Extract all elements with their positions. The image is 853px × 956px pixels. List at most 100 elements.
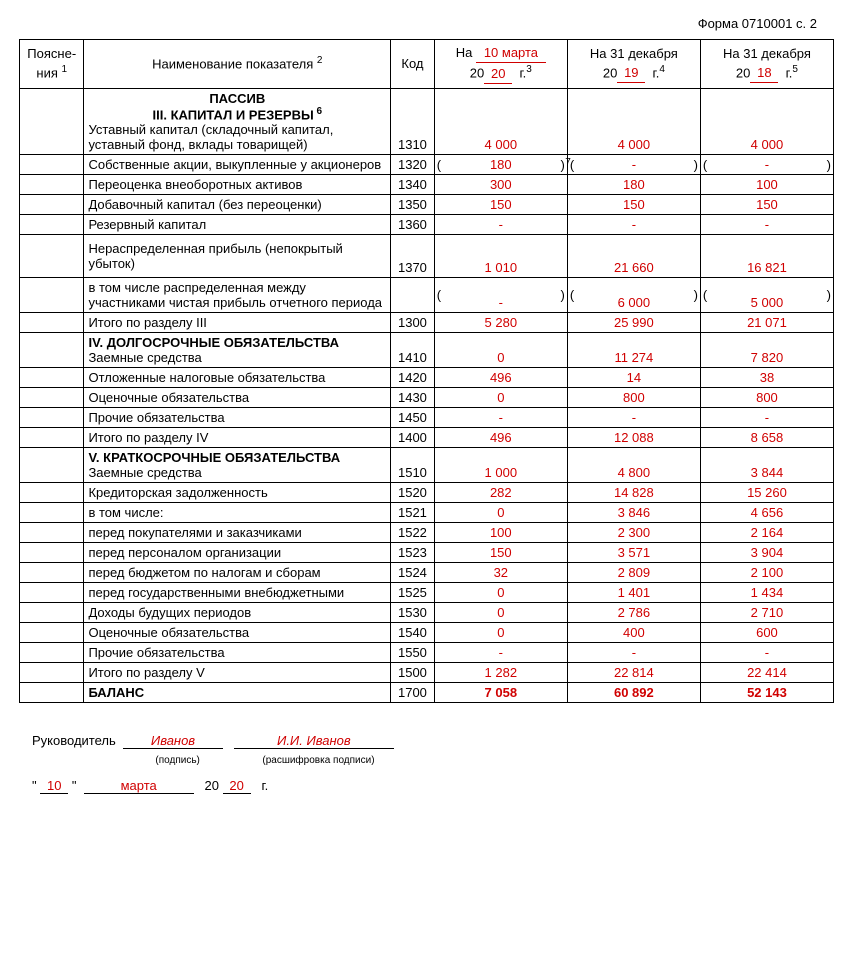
name-cell: в том числе распределенная между участни… [84,278,391,313]
name-cell: ПАССИВIII. КАПИТАЛ И РЕЗЕРВЫ 6Уставный к… [84,89,391,155]
signature-fullsub: (расшифровка подписи) [238,755,398,766]
value-cell: 38 [700,368,833,388]
code-cell: 1550 [391,643,435,663]
expl-cell [20,448,84,483]
code-cell: 1522 [391,523,435,543]
expl-cell [20,215,84,235]
value-cell: 25 990 [567,313,700,333]
value-cell: - [567,215,700,235]
value-cell: - [567,643,700,663]
code-cell: 1700 [391,683,435,703]
value-cell: 100 [434,523,567,543]
code-cell [391,278,435,313]
name-cell: БАЛАНС [84,683,391,703]
table-row: Итого по разделу IV140049612 0888 658 [20,428,834,448]
name-cell: Переоценка внеоборотных активов [84,175,391,195]
value-cell: 180 [567,175,700,195]
hdr-col3: На 31 декабря 2018 г.5 [700,40,833,89]
value-cell: (-) [700,155,833,175]
code-cell: 1320 [391,155,435,175]
table-row: V. КРАТКОСРОЧНЫЕ ОБЯЗАТЕЛЬСТВАЗаемные ср… [20,448,834,483]
value-cell: 282 [434,483,567,503]
value-cell: 22 414 [700,663,833,683]
expl-cell [20,278,84,313]
code-cell: 1525 [391,583,435,603]
value-cell: 4 000 [700,89,833,155]
value-cell: 0 [434,388,567,408]
value-cell: 4 000 [434,89,567,155]
name-cell: IV. ДОЛГОСРОЧНЫЕ ОБЯЗАТЕЛЬСТВАЗаемные ср… [84,333,391,368]
value-cell: 0 [434,503,567,523]
expl-cell [20,408,84,428]
value-cell: 0 [434,623,567,643]
expl-cell [20,175,84,195]
value-cell: 3 571 [567,543,700,563]
value-cell: (180)7 [434,155,567,175]
value-cell: 1 401 [567,583,700,603]
code-cell: 1530 [391,603,435,623]
name-cell: Нераспределенная прибыль (непокрытый убы… [84,235,391,278]
table-row: Итого по разделу V15001 28222 81422 414 [20,663,834,683]
value-cell: 4 656 [700,503,833,523]
table-row: в том числе:152103 8464 656 [20,503,834,523]
table-row: Переоценка внеоборотных активов134030018… [20,175,834,195]
expl-cell [20,155,84,175]
value-cell: 12 088 [567,428,700,448]
name-cell: Оценочные обязательства [84,388,391,408]
value-cell: 1 282 [434,663,567,683]
name-cell: Отложенные налоговые обязательства [84,368,391,388]
table-row: Собственные акции, выкупленные у акционе… [20,155,834,175]
balance-table: Поясне- ния 1 Наименование показателя 2 … [19,39,834,703]
expl-cell [20,313,84,333]
code-cell: 1420 [391,368,435,388]
name-cell: перед персоналом организации [84,543,391,563]
name-cell: Прочие обязательства [84,408,391,428]
name-cell: Итого по разделу IV [84,428,391,448]
code-cell: 1521 [391,503,435,523]
table-row: Добавочный капитал (без переоценки)13501… [20,195,834,215]
table-row: Отложенные налоговые обязательства142049… [20,368,834,388]
value-cell: 3 844 [700,448,833,483]
name-cell: Кредиторская задолженность [84,483,391,503]
name-cell: Резервный капитал [84,215,391,235]
value-cell: - [700,643,833,663]
value-cell: 400 [567,623,700,643]
value-cell: 14 828 [567,483,700,503]
signature-fullname: И.И. Иванов [234,733,394,749]
value-cell: 800 [567,388,700,408]
name-cell: Итого по разделу III [84,313,391,333]
date-day: 10 [40,778,68,794]
expl-cell [20,503,84,523]
hdr-col1: На 10 марта 2020 г.3 [434,40,567,89]
signature-block: Руководитель Иванов И.И. Иванов (подпись… [32,733,837,794]
value-cell: 14 [567,368,700,388]
value-cell: 8 658 [700,428,833,448]
expl-cell [20,483,84,503]
code-cell: 1540 [391,623,435,643]
expl-cell [20,89,84,155]
table-row: перед персоналом организации15231503 571… [20,543,834,563]
value-cell: - [700,215,833,235]
value-cell: 5 280 [434,313,567,333]
value-cell: 1 010 [434,235,567,278]
table-row: перед бюджетом по налогам и сборам152432… [20,563,834,583]
expl-cell [20,583,84,603]
date-month: марта [84,778,194,794]
value-cell: 150 [434,195,567,215]
value-cell: 496 [434,368,567,388]
name-cell: перед покупателями и заказчиками [84,523,391,543]
value-cell: - [434,643,567,663]
value-cell: 11 274 [567,333,700,368]
code-cell: 1520 [391,483,435,503]
value-cell: - [434,215,567,235]
table-row: БАЛАНС17007 05860 89252 143 [20,683,834,703]
table-row: Нераспределенная прибыль (непокрытый убы… [20,235,834,278]
value-cell: 0 [434,333,567,368]
value-cell: 60 892 [567,683,700,703]
value-cell: 21 071 [700,313,833,333]
leader-label: Руководитель [32,733,116,748]
value-cell: 2 809 [567,563,700,583]
value-cell: 16 821 [700,235,833,278]
value-cell: 2 786 [567,603,700,623]
value-cell: 3 904 [700,543,833,563]
